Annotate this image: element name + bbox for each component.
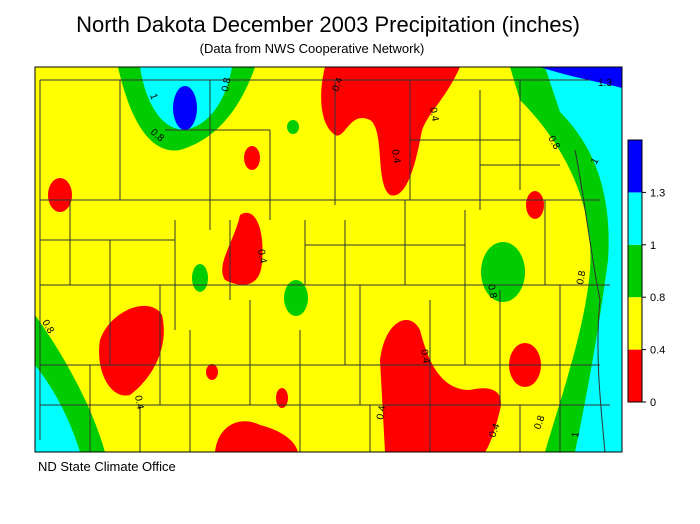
contour-labels: 1.3 1 0.8 0.8 0.4 0.4 0.4 0.8 0.8 0.4 0.… (39, 76, 612, 439)
legend-swatch (628, 244, 642, 298)
map: 1.3 1 0.8 0.8 0.4 0.4 0.4 0.8 0.8 0.4 0.… (34, 66, 623, 453)
contour-region (276, 388, 288, 408)
legend-swatch (628, 140, 642, 193)
legend-label: 0.8 (650, 292, 665, 304)
legend-label: 0 (650, 397, 656, 409)
contour-label: 0.8 (532, 414, 547, 431)
contour-label: 0.8 (485, 284, 498, 300)
contour-region (380, 320, 501, 452)
contour-label: 1 (147, 92, 159, 101)
contour-region (321, 67, 460, 196)
contour-region (481, 242, 525, 302)
legend-label: 1 (650, 240, 656, 252)
contour-label: 0.8 (575, 269, 588, 285)
legend-swatch (628, 297, 642, 350)
contour-region (99, 305, 164, 396)
contour-region (284, 280, 308, 316)
contour-label: 0.4 (255, 249, 268, 265)
contour-label: 1 (570, 431, 582, 439)
map-title: North Dakota December 2003 Precipitation… (76, 12, 580, 37)
contour-region (215, 421, 298, 452)
credit: ND State Climate Office (38, 459, 176, 474)
contour-label: 0.4 (418, 349, 431, 365)
contour-label: 1 (589, 156, 602, 167)
legend-label: 0.4 (650, 345, 665, 357)
contour-label: 0.4 (389, 149, 402, 165)
contour-label: 0.4 (427, 107, 440, 123)
contour-label: 0.4 (487, 422, 502, 439)
contour-region (287, 120, 299, 134)
contour-region (192, 264, 208, 292)
legend-label: 1.3 (650, 187, 665, 199)
legend-swatch (628, 192, 642, 245)
contour-label: 0.8 (220, 76, 233, 92)
legend-border (627, 139, 643, 403)
contour-region (244, 146, 260, 170)
contour-region (48, 178, 72, 212)
county-lines (39, 79, 610, 453)
contour-region (526, 191, 544, 219)
contour-label: 0.4 (132, 395, 145, 411)
contour-region (35, 365, 80, 452)
contour-region (545, 67, 622, 452)
contour-region (206, 364, 218, 380)
contour-region (173, 86, 197, 130)
legend: 0 0.4 0.8 1 1.3 (627, 139, 665, 409)
contour-label: 1.3 (598, 78, 612, 89)
map-subtitle: (Data from NWS Cooperative Network) (200, 41, 425, 56)
legend-swatch (628, 349, 642, 402)
map-border (34, 66, 623, 453)
contour-label: 0.4 (330, 76, 345, 93)
contour-label: 0.4 (375, 404, 388, 420)
contour-region (222, 212, 263, 285)
contour-region (540, 67, 622, 88)
